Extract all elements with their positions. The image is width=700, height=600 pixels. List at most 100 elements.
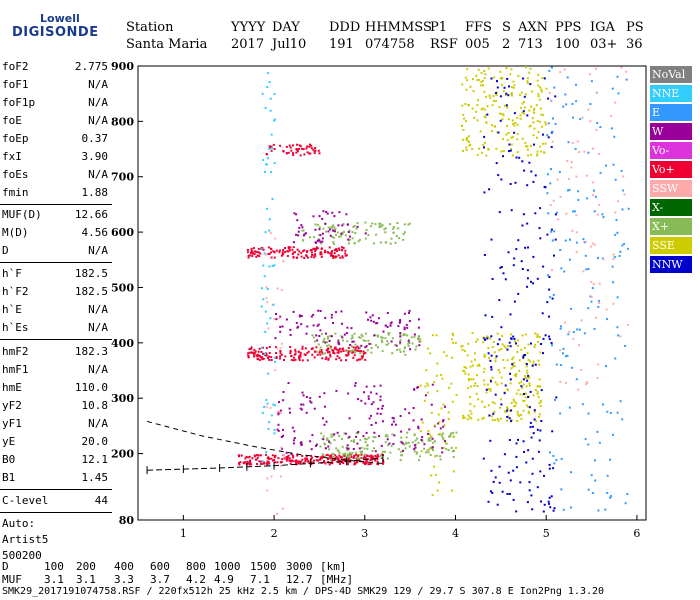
data-point-vo- — [376, 460, 379, 463]
data-point-sse — [528, 125, 531, 128]
data-point-vo- — [299, 355, 302, 358]
data-point-sse — [532, 363, 535, 366]
data-point-nne — [271, 147, 274, 150]
data-point-vo- — [374, 459, 377, 462]
data-point-w — [321, 237, 324, 240]
data-point-sse — [481, 151, 483, 154]
data-point-x- — [349, 349, 352, 352]
data-point-w — [321, 232, 324, 235]
data-point-x- — [364, 221, 367, 224]
data-point-w — [330, 316, 333, 319]
divider — [0, 512, 112, 513]
data-point-vo- — [277, 457, 280, 460]
data-point-vo- — [292, 246, 295, 249]
data-point-w — [301, 226, 304, 229]
data-point-w — [441, 447, 444, 450]
data-point-w — [300, 224, 303, 227]
data-point-e — [593, 210, 596, 213]
data-point-ssw — [596, 213, 599, 216]
data-point-w — [399, 320, 402, 323]
data-point-sse — [483, 77, 486, 79]
data-point-sse — [513, 361, 516, 364]
data-point-x- — [423, 447, 426, 450]
data-point-e — [613, 256, 616, 259]
data-point-sse — [533, 127, 536, 130]
data-point-ssw — [279, 412, 282, 415]
data-point-vo- — [258, 359, 261, 362]
data-point-vo- — [338, 356, 341, 359]
data-point-nne — [273, 93, 276, 95]
data-point-sse — [464, 76, 467, 79]
data-point-sse — [427, 384, 430, 387]
data-point-vo- — [248, 348, 251, 350]
data-point-x- — [309, 236, 311, 239]
data-point-e — [549, 182, 552, 185]
data-point-x- — [374, 223, 377, 225]
data-point-sse — [534, 389, 537, 391]
data-point-nnw — [548, 496, 551, 499]
data-point-ssw — [612, 258, 615, 261]
data-point-w — [344, 432, 347, 435]
data-point-w — [441, 451, 444, 454]
data-point-nne — [268, 421, 271, 424]
data-point-nne — [265, 451, 268, 454]
data-point-vo- — [267, 457, 270, 460]
data-point-nnw — [507, 251, 510, 254]
data-point-ssw — [575, 175, 578, 178]
param-name: yF2 — [2, 399, 22, 412]
data-point-ssw — [266, 489, 269, 492]
data-point-sse — [501, 118, 504, 121]
data-point-nnw — [532, 282, 535, 285]
data-point-vo- — [376, 463, 379, 465]
param-row-yf1: yF1 N/A — [2, 417, 108, 435]
data-point-x- — [396, 348, 399, 351]
data-point-nnw — [500, 178, 503, 181]
data-point-nne — [268, 265, 271, 268]
data-point-w — [337, 340, 340, 343]
data-point-sse — [428, 433, 431, 436]
divider — [0, 262, 112, 263]
data-point-sse — [532, 134, 535, 137]
y-tick-label: 600 — [111, 226, 134, 239]
data-point-sse — [516, 132, 519, 135]
data-point-x- — [353, 332, 356, 335]
data-point-vo- — [330, 251, 333, 253]
param-row-b0: B0 12.1 — [2, 453, 108, 471]
data-point-nnw — [523, 451, 525, 453]
data-point-vo- — [244, 457, 247, 460]
data-point-sse — [514, 404, 517, 407]
data-point-w — [317, 309, 320, 312]
data-point-sse — [539, 145, 542, 148]
data-point-vo- — [344, 254, 347, 257]
data-point-x- — [359, 456, 362, 459]
data-point-e — [623, 242, 626, 245]
data-point-vo- — [355, 349, 358, 352]
data-point-sse — [476, 79, 479, 82]
data-point-vo- — [313, 256, 316, 259]
data-point-sse — [483, 115, 486, 118]
data-point-w — [302, 403, 305, 406]
data-point-nnw — [550, 495, 553, 498]
data-point-sse — [466, 354, 469, 357]
data-point-vo- — [345, 359, 348, 362]
data-point-w — [393, 434, 396, 437]
data-point-w — [444, 405, 446, 408]
data-point-w — [325, 210, 328, 213]
data-point-nnw — [542, 510, 545, 513]
data-point-x- — [378, 226, 381, 229]
data-point-vo- — [299, 351, 302, 354]
data-point-w — [386, 326, 389, 328]
data-point-vo- — [256, 463, 258, 465]
data-point-sse — [472, 378, 475, 381]
data-point-x- — [376, 346, 379, 349]
data-point-vo- — [306, 250, 309, 252]
data-point-sse — [442, 403, 445, 406]
data-point-vo- — [288, 457, 291, 460]
data-point-sse — [528, 384, 531, 387]
data-point-sse — [481, 107, 484, 110]
autoscale-line1: Auto: — [2, 517, 36, 530]
data-point-x- — [333, 228, 336, 231]
param-value: 2.775 — [74, 60, 108, 73]
data-point-vo- — [259, 454, 262, 457]
data-point-e — [591, 287, 594, 289]
